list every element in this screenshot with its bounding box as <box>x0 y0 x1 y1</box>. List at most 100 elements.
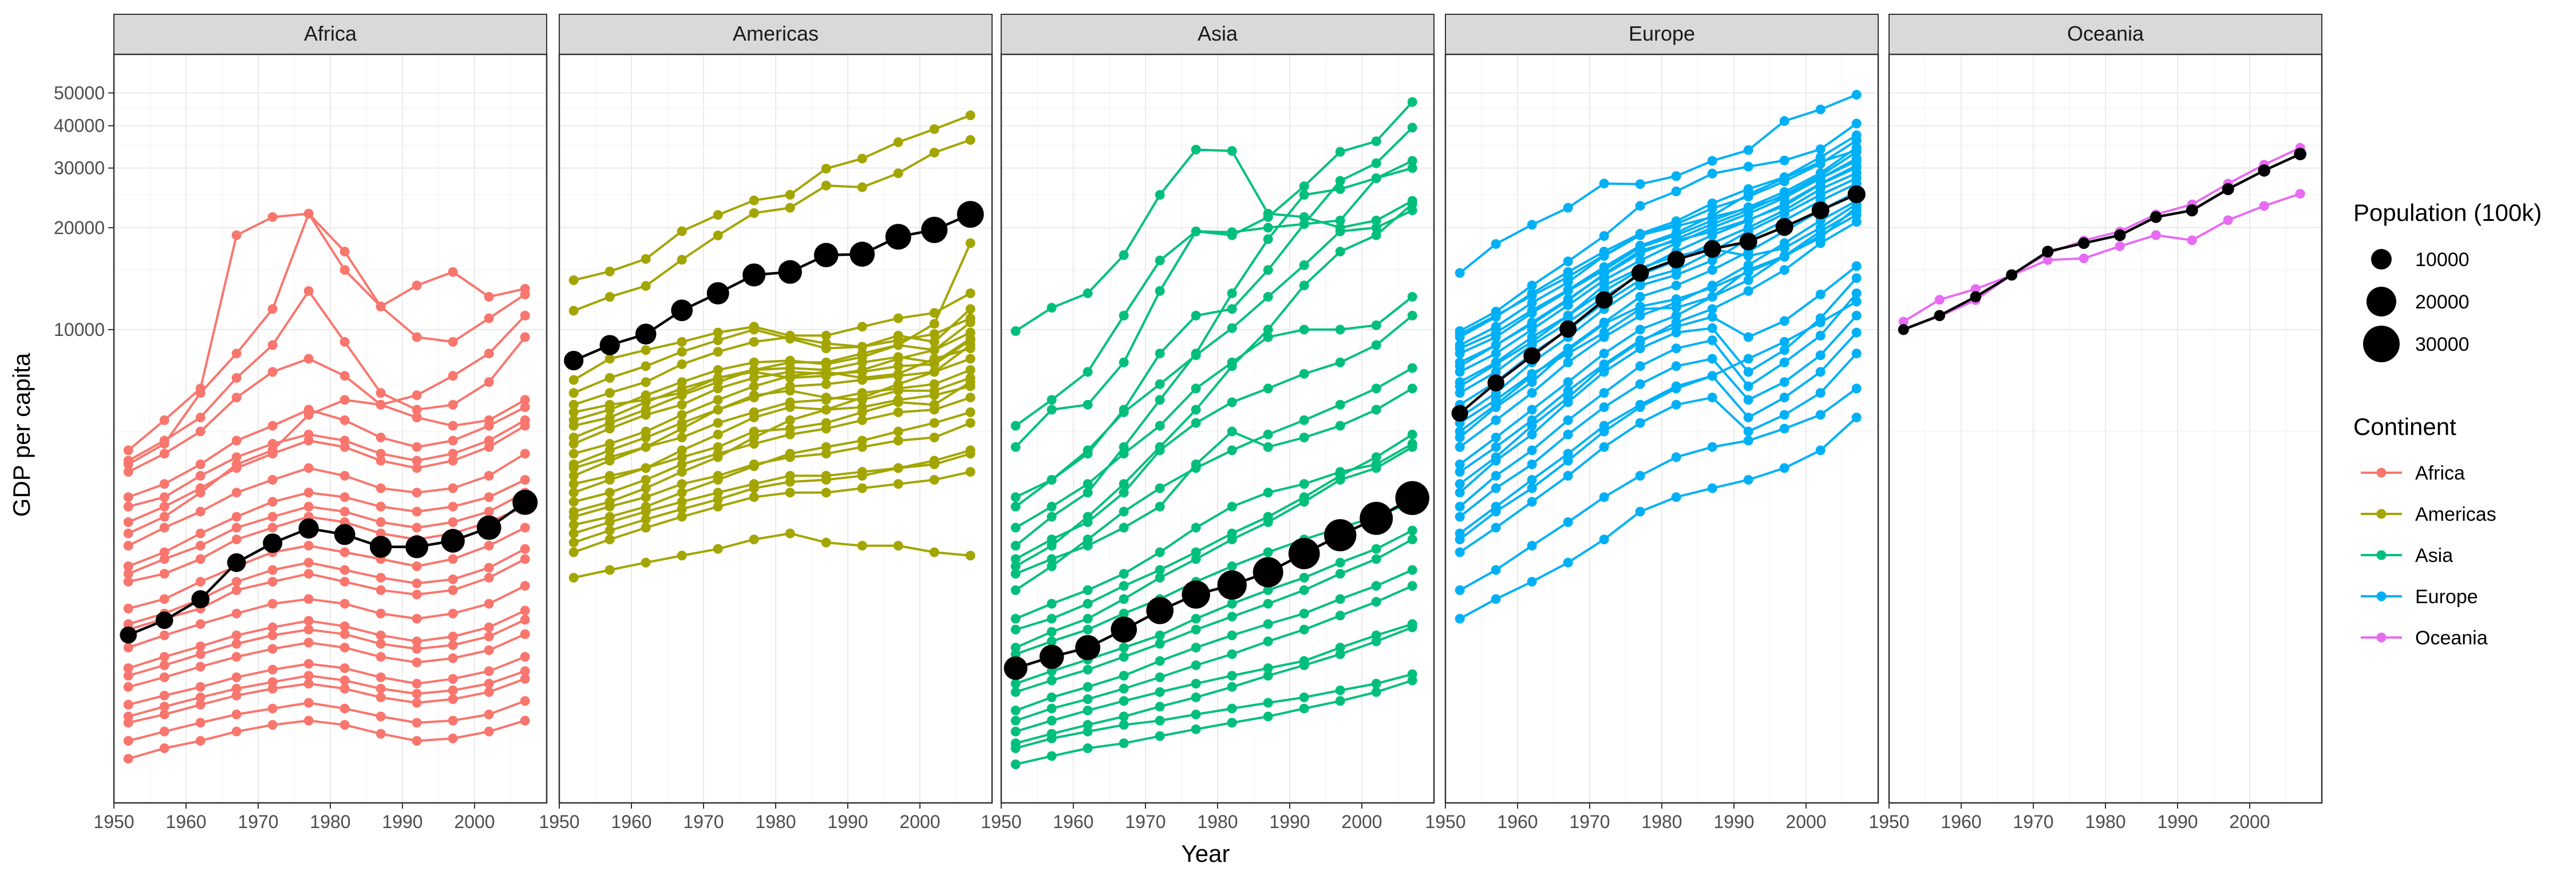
series-layer <box>120 208 538 764</box>
country-point <box>123 492 133 502</box>
country-point <box>1407 525 1417 536</box>
country-point <box>412 698 422 708</box>
country-line <box>1015 679 1413 766</box>
country-point <box>749 407 759 417</box>
country-point <box>785 355 795 366</box>
country-point <box>785 415 795 425</box>
x-tick-label: 1980 <box>2085 811 2125 832</box>
country-line <box>128 678 526 724</box>
country-point <box>1407 581 1417 591</box>
country-point <box>641 254 651 264</box>
y-tick-label: 40000 <box>54 116 105 136</box>
country-point <box>1815 317 1826 327</box>
country-point <box>448 501 458 512</box>
country-point <box>1491 367 1501 377</box>
gridlines <box>559 54 992 803</box>
country-point <box>1635 418 1645 428</box>
color-legend-label: Europe <box>2415 586 2478 608</box>
x-tick-label: 2000 <box>2229 811 2270 832</box>
country-point <box>713 442 723 452</box>
country-point <box>641 377 651 387</box>
size-legend-label: 10000 <box>2415 249 2470 271</box>
country-point <box>1491 349 1501 359</box>
color-legend-label: Americas <box>2415 504 2496 525</box>
country-line <box>1015 569 1413 712</box>
country-point <box>520 715 530 726</box>
country-point <box>520 581 530 591</box>
x-tick-label: 1970 <box>2013 811 2053 832</box>
country-point <box>484 726 494 737</box>
country-point <box>605 497 615 507</box>
country-line <box>128 290 526 462</box>
country-point <box>1707 483 1717 493</box>
country-point <box>713 474 723 485</box>
country-point <box>1779 393 1789 403</box>
country-line <box>1459 387 1858 591</box>
country-point <box>1455 585 1465 595</box>
country-point <box>1743 215 1753 225</box>
country-point <box>159 492 169 502</box>
country-point <box>1046 675 1057 686</box>
country-point <box>1455 268 1465 278</box>
country-point <box>1371 687 1381 697</box>
country-point <box>376 573 386 583</box>
country-point <box>1119 449 1129 459</box>
country-point <box>520 674 530 684</box>
country-point <box>1227 528 1237 539</box>
country-line <box>1459 147 1858 355</box>
country-point <box>1263 619 1273 629</box>
country-point <box>1635 343 1645 354</box>
country-point <box>267 367 278 377</box>
country-point <box>1335 611 1345 621</box>
country-line <box>128 700 526 742</box>
country-point <box>1371 544 1381 554</box>
country-point <box>123 501 133 512</box>
country-point <box>195 577 206 587</box>
mean-point <box>227 553 246 572</box>
country-point <box>568 415 579 425</box>
country-point <box>1635 361 1645 371</box>
country-point <box>1299 573 1309 583</box>
facet-strip-label: Asia <box>1198 22 1238 45</box>
country-point <box>1227 703 1237 714</box>
country-line <box>1015 623 1413 733</box>
country-point <box>893 541 903 551</box>
country-point <box>484 435 494 446</box>
country-point <box>448 435 458 446</box>
country-point <box>1371 136 1381 147</box>
country-line <box>128 492 526 575</box>
country-point <box>448 554 458 564</box>
country-point <box>1527 429 1537 440</box>
country-point <box>1851 90 1862 100</box>
country-point <box>1082 664 1093 675</box>
country-point <box>1155 501 1165 512</box>
country-point <box>484 573 494 583</box>
country-point <box>713 544 723 554</box>
country-point <box>1779 155 1789 165</box>
country-point <box>1046 554 1057 564</box>
country-point <box>1227 397 1237 407</box>
country-point <box>893 340 903 350</box>
size-legend-label: 20000 <box>2415 291 2470 313</box>
country-line <box>1014 167 1413 448</box>
mean-point <box>885 224 911 250</box>
mean-point <box>1703 240 1721 258</box>
country-point <box>267 340 278 350</box>
country-point <box>893 354 903 364</box>
country-point <box>1527 483 1537 493</box>
country-point <box>231 459 242 469</box>
country-point <box>267 630 278 640</box>
country-point <box>339 371 350 381</box>
country-point <box>1010 705 1021 715</box>
country-point <box>376 449 386 459</box>
country-point <box>929 308 939 318</box>
country-point <box>785 488 795 498</box>
country-point <box>267 522 278 533</box>
country-point <box>1010 554 1021 564</box>
country-point <box>1299 692 1309 703</box>
country-line <box>1459 221 1858 485</box>
country-point <box>1155 547 1165 557</box>
country-point <box>677 390 687 401</box>
country-point <box>1191 145 1201 155</box>
country-point <box>1898 316 1909 327</box>
